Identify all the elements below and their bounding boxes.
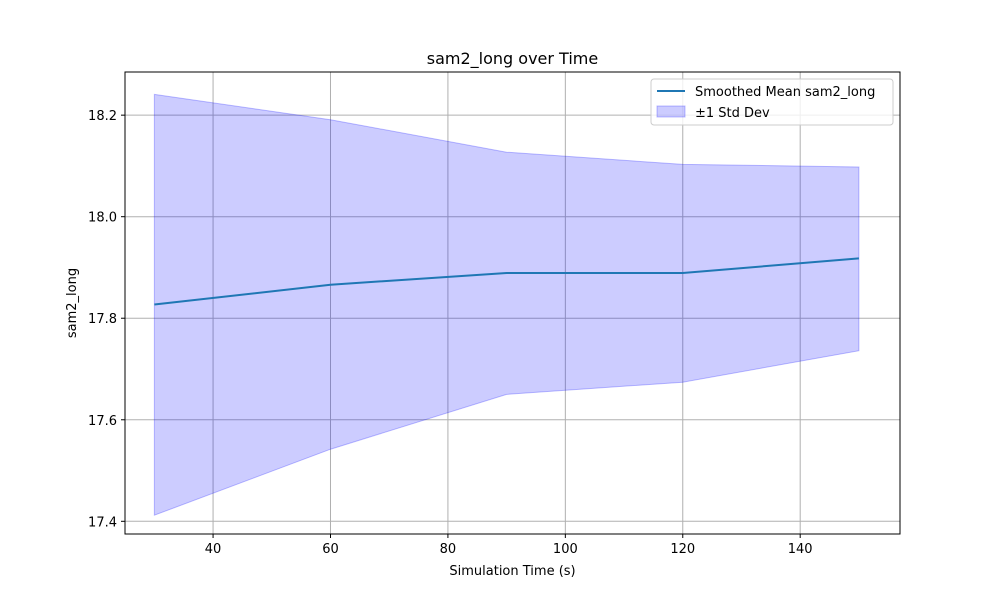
x-axis-label: Simulation Time (s)	[449, 564, 575, 579]
y-tick-label: 18.0	[88, 211, 117, 226]
std-dev-band	[153, 93, 860, 516]
legend-box	[650, 78, 894, 126]
std-dev-band-layer	[153, 93, 860, 516]
plot-frame	[124, 71, 901, 535]
legend-entry-std-dev: ±1 Std Dev	[695, 106, 770, 121]
chart-title: sam2_long over Time	[427, 49, 598, 69]
y-axis-ticks: 17.4 17.6 17.8 18.0 18.2	[88, 109, 125, 530]
y-tick-label: 17.8	[88, 312, 117, 327]
x-tick-label: 140	[788, 542, 813, 557]
legend-band-swatch	[656, 105, 686, 118]
y-tick-label: 17.6	[88, 414, 117, 429]
x-tick-label: 80	[440, 542, 457, 557]
y-axis-label: sam2_long	[65, 268, 80, 338]
x-tick-label: 120	[670, 542, 695, 557]
x-tick-label: 60	[322, 542, 339, 557]
legend: Smoothed Mean sam2_long ±1 Std Dev	[650, 78, 894, 126]
mean-line	[154, 257, 859, 306]
x-tick-label: 40	[205, 542, 222, 557]
mean-line-layer	[154, 257, 859, 306]
y-tick-label: 18.2	[88, 109, 117, 124]
legend-entry-mean: Smoothed Mean sam2_long	[695, 85, 875, 100]
x-tick-label: 100	[553, 542, 578, 557]
x-axis-ticks: 40 60 80 100 120 140	[205, 534, 813, 557]
y-tick-label: 17.4	[88, 515, 117, 530]
